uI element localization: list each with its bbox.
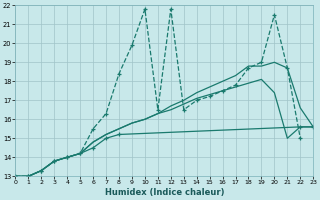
X-axis label: Humidex (Indice chaleur): Humidex (Indice chaleur) (105, 188, 224, 197)
